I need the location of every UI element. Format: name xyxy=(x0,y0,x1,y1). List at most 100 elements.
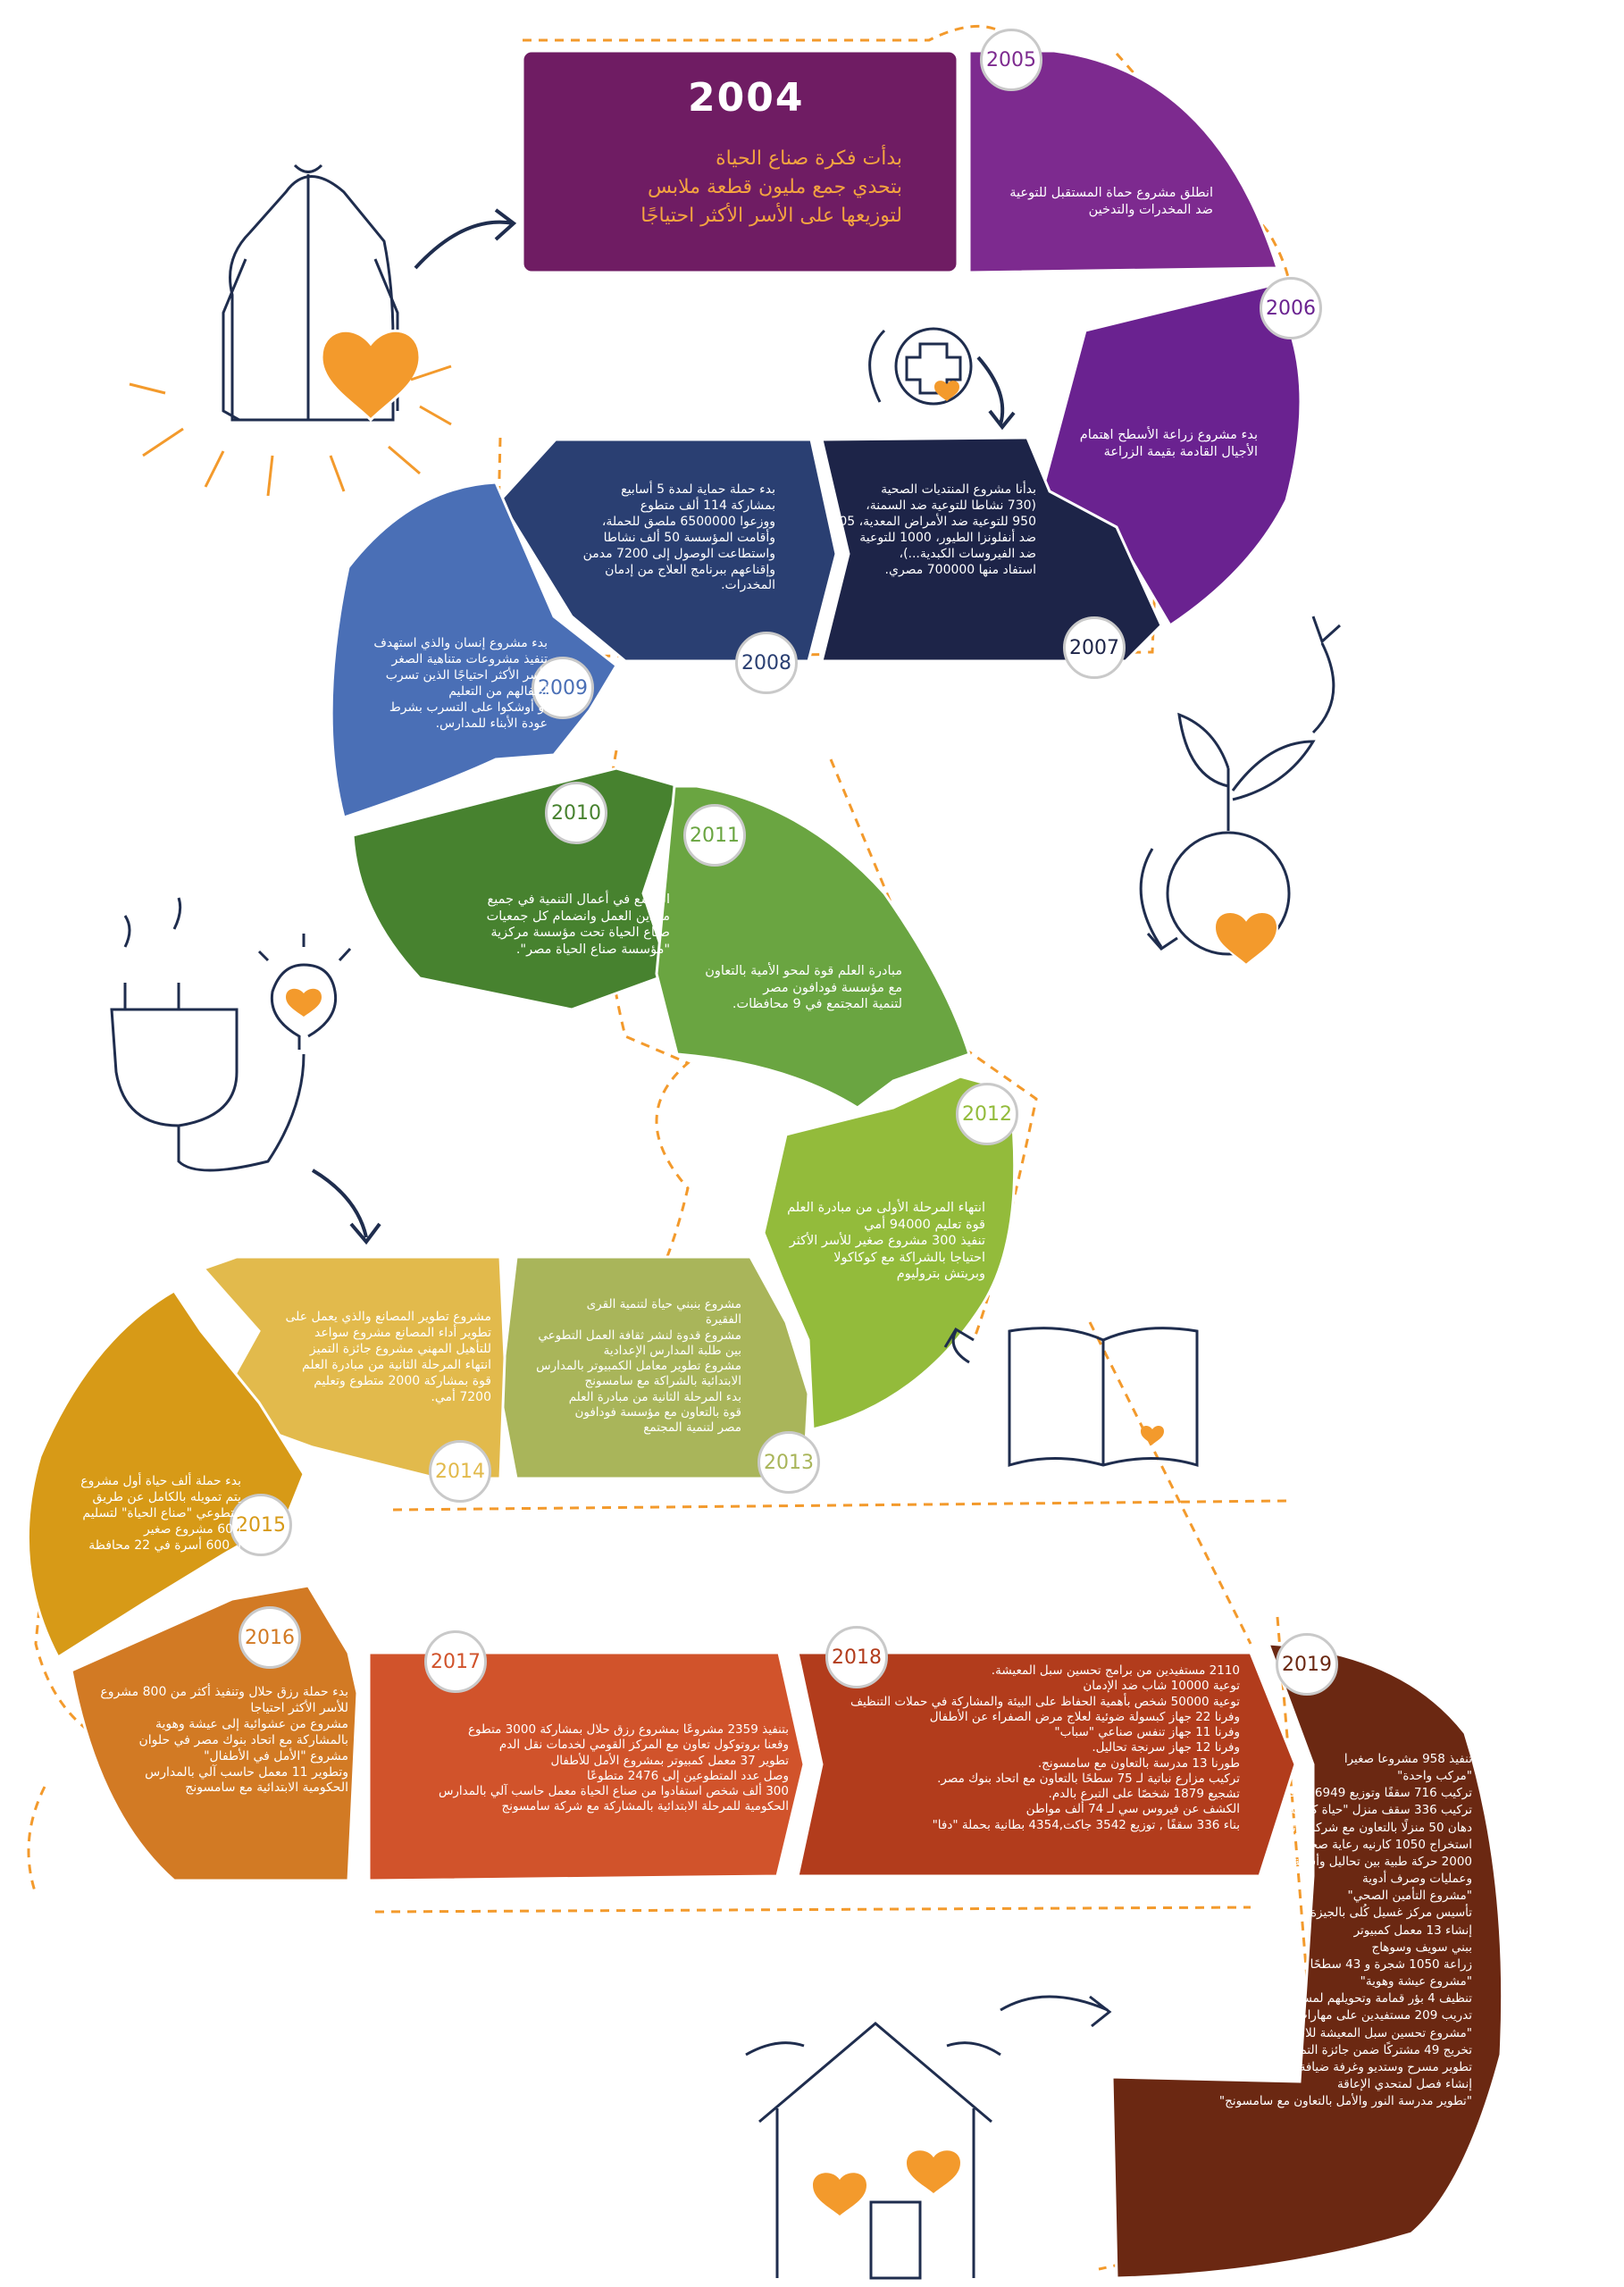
entry-line: تنفيذ مشروعات متناهية الصغر xyxy=(391,651,548,666)
entry-line: توعية 10000 شاب ضد الإدمان xyxy=(1083,1679,1240,1694)
year-2012: 2012 xyxy=(956,1083,1018,1145)
entry-line: تركيب 716 سقفًا وتوزيع 6949 لحافا xyxy=(1286,1786,1472,1801)
arrow-icon-medical xyxy=(976,356,1016,431)
entry-line: وتطوير 11 معمل حاسب آلي بالمدارس xyxy=(145,1764,348,1780)
shape-2012 xyxy=(762,1075,1017,1431)
entry-line: لتنمية المجتمع في 9 محافظات. xyxy=(732,997,902,1012)
entry-line: بمشاركة 114 ألف متطوع xyxy=(640,498,775,513)
entry-line: انطلق مشروع حماة المستقبل للتوعية xyxy=(1009,186,1213,200)
entry-line: بتحدي جمع مليون قطعة ملابس xyxy=(647,175,902,198)
entry-line: تركيب مزارع نباتية لـ 75 سطحًا بالتعاون … xyxy=(937,1771,1240,1786)
entry-line: تطوير أداء المصانع مشروع سواعد xyxy=(314,1325,491,1340)
entry-line: وأقامت المؤسسة 50 ألف نشاطا xyxy=(603,530,775,545)
entry-line: "مشروع عيشة وهوية" xyxy=(1360,1974,1472,1990)
year-2006: 2006 xyxy=(1260,277,1322,339)
year-2007: 2007 xyxy=(1063,616,1126,679)
heart-icon-house-right xyxy=(907,2150,960,2193)
entry-line: أطفالهم من التعليم xyxy=(448,683,548,699)
year-2004: 2004 xyxy=(688,75,805,121)
entry-line: ببني سويف وسوهاج xyxy=(1371,1939,1472,1955)
entry-line: لـ 600 أسرة في 22 محافظة xyxy=(88,1537,241,1553)
entry-line: "مشروع التأمين الصحي" xyxy=(1347,1889,1472,1904)
year-2019: 2019 xyxy=(1276,1633,1338,1696)
entry-line: بدء مشروع إنسان والذي استهدف xyxy=(373,636,548,650)
year-2011: 2011 xyxy=(683,804,746,867)
entry-line: بدأت فكرة صناع الحياة xyxy=(716,147,902,170)
shape-2004 xyxy=(521,49,959,274)
entry-line: قوة بالتعاون مع مؤسسة فودافون xyxy=(574,1404,741,1420)
year-2013: 2013 xyxy=(758,1431,820,1494)
entry-line: وبريتش بتروليوم xyxy=(896,1267,985,1282)
shape-2015 xyxy=(26,1288,306,1660)
entry-2015: بدء حملة ألف حياة أول مشروع يتم تمويله با… xyxy=(80,1474,241,1554)
entry-line: "مشروع تحسين سبل المعيشة للاجئين السوريي… xyxy=(1226,2025,1472,2040)
entry-2006: بدء مشروع زراعة الأسطح اهتمام الأجيال الق… xyxy=(1080,427,1258,460)
house-icon xyxy=(745,1995,1112,2280)
entry-line: استخراج 1050 كارنيه رعاية صحية xyxy=(1300,1837,1472,1852)
entry-line: 7200 أمي. xyxy=(431,1389,491,1404)
entry-line: احتياجا بالشراكة مع كوكاكولا xyxy=(833,1250,985,1265)
entry-2004: بدأت فكرة صناع الحياة بتحدي جمع مليون قطع… xyxy=(640,145,902,230)
entry-line: بناء 336 سقفًا , توزيع 3542 جاكت,4354 بط… xyxy=(932,1817,1240,1832)
entry-line: ميادين العمل وانضمام كل جمعيات xyxy=(486,909,670,924)
entry-line: قوة بمشاركة 2000 متطوع وتعليم xyxy=(314,1373,491,1388)
entry-line: إنشاء فصل لمتحدي الإعاقة xyxy=(1337,2076,1472,2091)
heart-icon-medical xyxy=(934,381,959,401)
shape-2011 xyxy=(655,784,971,1110)
year-2018: 2018 xyxy=(825,1626,888,1688)
shape-2009 xyxy=(330,481,618,819)
shape-2018 xyxy=(796,1651,1297,1878)
entry-line: متطوعي "صناع الحياة" لتسليم xyxy=(82,1505,241,1520)
year-2014: 2014 xyxy=(429,1440,491,1503)
entry-2018: 2110 مستفيدين من برامج تحسين سبل المعيشة… xyxy=(850,1663,1240,1833)
entry-line: مشروع تطوير معامل الكمبيوتر بالمدارس xyxy=(536,1359,741,1374)
entry-line: "مركب واحدة" xyxy=(1397,1769,1472,1784)
entry-line: الفقيرة xyxy=(705,1312,741,1328)
entry-line: دهان 50 منزلًا بالتعاون مع شركة بوتن xyxy=(1283,1820,1472,1835)
shape-2005 xyxy=(967,49,1280,274)
entry-line: الأجيال القادمة بقيمة الزراعة xyxy=(1103,444,1258,459)
entry-line: الابتدائية بالشراكة مع سامسونج xyxy=(584,1374,741,1389)
entry-line: 300 ألف شخص استفادوا من صناع الحياة معمل… xyxy=(438,1784,789,1799)
shape-2010 xyxy=(351,767,681,1011)
entry-line: بدء حملة حماية لمدة 5 أسابيع xyxy=(621,482,775,497)
entry-2005: انطلق مشروع حماة المستقبل للتوعية ضد المخ… xyxy=(1009,185,1213,218)
entry-line: بين طلبة المدارس الإعدادية xyxy=(603,1343,741,1358)
entry-line: تطوير مسرح وستديو وغرفة ضيافة مدرسة النو… xyxy=(1198,2059,1472,2074)
entry-line: "تطوير مدرسة النور والأمل بالتعاون مع سا… xyxy=(1218,2094,1472,2109)
entry-line: بدء حملة رزق حلال وتنفيذ أكثر من 800 مشر… xyxy=(100,1685,348,1699)
entry-line: المخدرات. xyxy=(721,578,775,593)
year-2017: 2017 xyxy=(424,1630,487,1693)
entry-line: بدأنا مشروع المنتديات الصحية xyxy=(881,482,1036,497)
entry-line: للتأهيل المهني مشروع جائزة التميز xyxy=(309,1341,491,1356)
entry-line: بالمشاركة مع اتحاد بنوك مصر في حلوان xyxy=(138,1732,349,1747)
entry-line: "مؤسسة صناع الحياة مصر". xyxy=(515,942,670,957)
entry-line: زراعة 1050 شجرة و 43 سطحًا xyxy=(1310,1956,1472,1972)
year-2010: 2010 xyxy=(545,782,607,844)
entry-line: مشروع من عشوائية إلى عيشة وهوية xyxy=(155,1716,348,1731)
entry-line: بتنفيذ 2359 مشروعًا بمشروع رزق حلال بمشا… xyxy=(467,1722,789,1737)
entry-line: 2000 حركة طبية بين تحاليل وأشعة xyxy=(1293,1854,1472,1869)
entry-line: بدء مشروع زراعة الأسطح اهتمام xyxy=(1079,428,1258,442)
entry-line: واستطاعت الوصول إلى 7200 مدمن xyxy=(582,546,775,561)
entry-line: مصر لتنمية المجتمع xyxy=(643,1420,741,1436)
entry-line: ضد المخدرات والتدخين xyxy=(1088,202,1213,217)
shape-2014 xyxy=(201,1255,506,1480)
entry-line: مشروع بنبني حياة لتنمية القرى xyxy=(586,1297,741,1311)
shape-2007 xyxy=(820,436,1163,663)
entry-line: وصل عدد المتطوعين إلى 2476 متطوعًا xyxy=(586,1768,789,1783)
entry-line: وعمليات وصرف أدوية xyxy=(1361,1872,1472,1887)
entry-line: مبادرة العلم قوة لمحو الأمية بالتعاون xyxy=(705,964,902,978)
entry-line: وفرنا 12 جهاز سرنجة تحاليل. xyxy=(1092,1740,1240,1755)
entry-line: الحكومية للمرحلة الابتدائية بالمشاركة مع… xyxy=(501,1799,790,1814)
entry-line: (730 نشاطا للتوعية ضد السمنة، xyxy=(866,498,1036,513)
entry-line: استفاد منها 700000 مصري. xyxy=(884,562,1036,577)
entry-2012: انتهاء المرحلة الأولى من مبادرة العلم قوة… xyxy=(787,1200,985,1283)
entry-line: طورنا 13 مدرسة بالتعاون مع سامسونج. xyxy=(1037,1755,1240,1771)
entry-line: قوة تعليم 94000 أمي xyxy=(864,1217,985,1232)
globe-plant-icon xyxy=(1139,616,1342,956)
entry-line: بدء المرحلة الثانية من مبادرة العلم xyxy=(568,1389,741,1404)
entry-line: تركيب 336 سقف منزل "حياة كريمة" xyxy=(1283,1803,1472,1818)
rays-icon xyxy=(129,364,452,497)
entry-line: 950 للتوعية ضد الأمراض المعدية، 805 xyxy=(831,514,1036,529)
